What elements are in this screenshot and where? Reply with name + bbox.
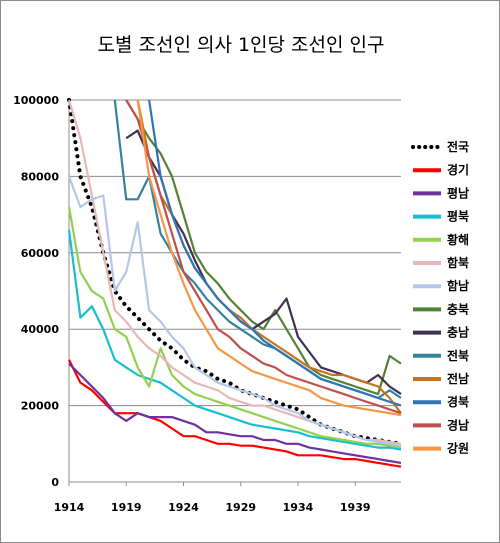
legend-label: 경남 (447, 417, 469, 432)
y-tick-label: 100000 (13, 94, 59, 107)
y-axis-ticks: 0 20000 40000 60000 80000 100000 (13, 94, 59, 489)
series-line-6 (67, 99, 402, 445)
legend-label: 평북 (447, 210, 469, 224)
legend-label: 충북 (447, 301, 469, 316)
legend-label: 충남 (447, 325, 469, 340)
y-tick-label: 20000 (21, 400, 60, 413)
x-tick-label: 1934 (283, 501, 314, 514)
series-line-9 (125, 129, 402, 396)
legend-label: 경북 (447, 395, 469, 409)
x-tick-label: 1939 (340, 501, 371, 514)
series-line-4 (67, 229, 402, 451)
gridlines (68, 99, 401, 483)
legend-label: 전국 (447, 139, 469, 154)
x-tick-label: 1914 (54, 501, 85, 514)
legend-label: 강원 (447, 442, 469, 456)
series-line-7 (67, 176, 402, 447)
y-tick-label: 0 (51, 476, 59, 489)
x-axis-ticks: 1914 1919 1924 1929 1934 1939 (54, 482, 371, 514)
legend-label: 전북 (447, 348, 469, 363)
y-tick-label: 40000 (21, 323, 60, 336)
series-line-1 (67, 98, 403, 446)
legend-label: 전남 (447, 371, 469, 386)
series-line-8 (125, 99, 402, 396)
y-tick-label: 80000 (21, 170, 60, 183)
x-tick-label: 1929 (225, 501, 256, 514)
series-line-2 (68, 359, 402, 468)
legend-label: 황해 (447, 232, 469, 247)
legend-label: 함북 (447, 255, 469, 270)
series-line-14 (136, 99, 402, 417)
series-line-12 (148, 99, 402, 407)
x-tick-label: 1919 (111, 501, 142, 514)
legend-label: 함남 (447, 278, 469, 293)
legend-label: 경기 (447, 162, 469, 177)
series-line-3 (68, 362, 402, 464)
series-line-5 (67, 206, 402, 449)
x-tick-label: 1924 (168, 501, 199, 514)
y-tick-label: 60000 (21, 247, 60, 260)
series-line-13 (125, 99, 402, 415)
series-lines (67, 98, 403, 468)
legend-label: 평남 (447, 185, 469, 200)
chart-title: 도별 조선인 의사 1인당 조선인 인구 (97, 34, 384, 56)
